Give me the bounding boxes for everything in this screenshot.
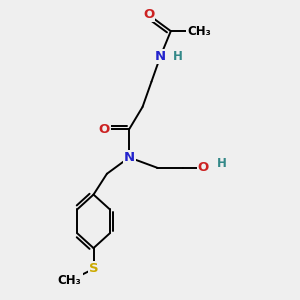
Text: N: N (124, 151, 135, 164)
Text: O: O (198, 161, 209, 174)
Text: CH₃: CH₃ (187, 25, 211, 38)
Text: H: H (173, 50, 183, 63)
Text: N: N (155, 50, 166, 63)
Text: O: O (98, 123, 110, 136)
Text: S: S (89, 262, 98, 275)
Text: O: O (143, 8, 154, 21)
Text: H: H (216, 157, 226, 170)
Text: CH₃: CH₃ (58, 274, 82, 287)
